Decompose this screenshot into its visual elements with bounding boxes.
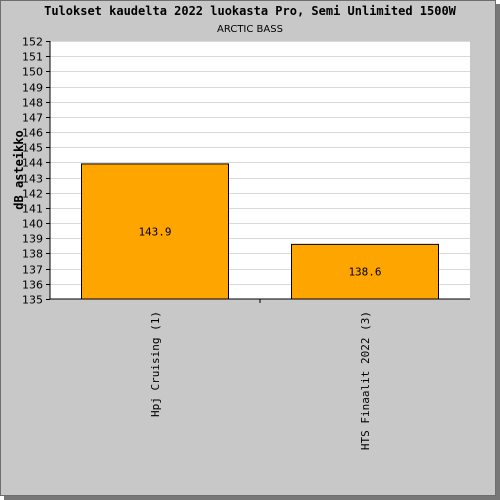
y-tick-label: 147 [22,112,43,125]
chart-title: Tulokset kaudelta 2022 luokasta Pro, Sem… [44,4,457,18]
chart-subtitle: ARCTIC BASS [217,24,283,35]
bar [81,163,229,300]
y-tick-label: 140 [22,218,43,231]
y-tick-label: 145 [22,142,43,155]
bar [291,243,439,300]
bar-value-label: 143.9 [138,225,171,238]
y-tick-label: 152 [22,36,43,49]
y-tick-label: 149 [22,82,43,95]
y-tick-label: 151 [22,51,43,64]
bar-value-label: 138.6 [348,266,381,279]
y-axis-label: dB asteikko [12,130,26,209]
y-tick-label: 146 [22,127,43,140]
y-tick-label: 139 [22,233,43,246]
y-tick-label: 144 [22,157,43,170]
y-tick-label: 142 [22,188,43,201]
y-axis-ticks: 135 136 137 138 139 140 141 142 143 144 145 146 147 1… [22,36,50,307]
y-tick-label: 141 [22,203,43,216]
y-tick-label: 137 [22,264,43,277]
y-tick-label: 138 [22,248,43,261]
x-tick-label: HTS Finaalit 2022 (3) [359,311,372,450]
frame-shadow [496,4,500,500]
x-axis-labels: Hpj Cruising (1) HTS Finaalit 2022 (3) [149,299,372,450]
y-tick-label: 135 [22,294,43,307]
y-tick-label: 136 [22,279,43,292]
bars: 143.9 138.6 [81,163,439,300]
y-tick-label: 143 [22,173,43,186]
y-tick-label: 150 [22,66,43,79]
y-tick-label: 148 [22,97,43,110]
x-tick-label: Hpj Cruising (1) [149,311,162,417]
frame-shadow [4,496,500,500]
